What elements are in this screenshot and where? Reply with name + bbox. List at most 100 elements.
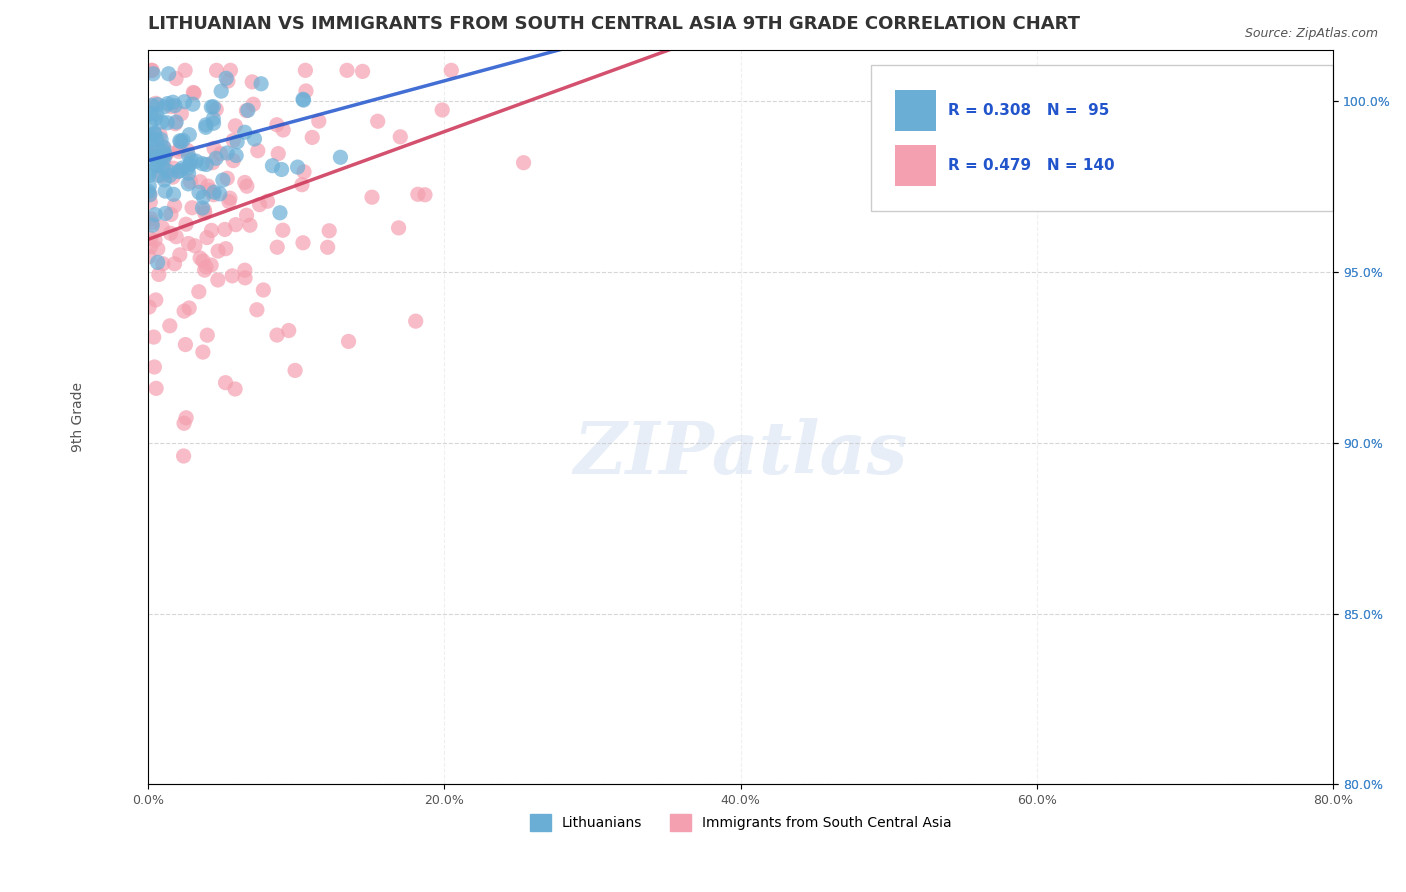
Lithuanians: [155, 206, 177, 220]
Lithuanians: [179, 128, 201, 142]
Lithuanians: [162, 187, 184, 202]
Immigrants from South Central Asia: [155, 149, 177, 163]
Lithuanians: [165, 115, 187, 129]
Lithuanians: [156, 116, 179, 130]
Immigrants from South Central Asia: [148, 268, 170, 282]
Immigrants from South Central Asia: [217, 74, 239, 88]
Immigrants from South Central Asia: [367, 114, 389, 128]
Immigrants from South Central Asia: [205, 63, 228, 78]
Immigrants from South Central Asia: [512, 155, 534, 169]
Lithuanians: [155, 147, 177, 161]
Immigrants from South Central Asia: [388, 220, 411, 235]
Bar: [894, 90, 936, 130]
Immigrants from South Central Asia: [152, 156, 174, 170]
Immigrants from South Central Asia: [235, 103, 257, 118]
Lithuanians: [243, 132, 266, 146]
Lithuanians: [138, 179, 160, 194]
Lithuanians: [205, 151, 228, 165]
Lithuanians: [139, 107, 162, 121]
Lithuanians: [236, 103, 259, 118]
Immigrants from South Central Asia: [246, 302, 269, 317]
Immigrants from South Central Asia: [165, 229, 187, 244]
Immigrants from South Central Asia: [194, 263, 217, 277]
Immigrants from South Central Asia: [159, 227, 181, 241]
Lithuanians: [184, 154, 207, 169]
Lithuanians: [143, 126, 166, 140]
Immigrants from South Central Asia: [295, 84, 318, 98]
Lithuanians: [233, 125, 256, 139]
Immigrants from South Central Asia: [217, 171, 239, 186]
Immigrants from South Central Asia: [159, 318, 181, 333]
Lithuanians: [181, 97, 204, 112]
Lithuanians: [262, 159, 284, 173]
Immigrants from South Central Asia: [169, 248, 191, 262]
Immigrants from South Central Asia: [242, 97, 264, 112]
Immigrants from South Central Asia: [284, 363, 307, 377]
Immigrants from South Central Asia: [292, 235, 315, 250]
Immigrants from South Central Asia: [139, 195, 162, 210]
Lithuanians: [202, 116, 225, 130]
Immigrants from South Central Asia: [176, 144, 198, 158]
Lithuanians: [153, 100, 176, 114]
Lithuanians: [157, 164, 180, 178]
Immigrants from South Central Asia: [187, 285, 209, 299]
Immigrants from South Central Asia: [224, 382, 246, 396]
Immigrants from South Central Asia: [224, 119, 246, 133]
Immigrants from South Central Asia: [191, 253, 214, 268]
Lithuanians: [146, 158, 169, 172]
Lithuanians: [167, 164, 190, 178]
Lithuanians: [269, 206, 291, 220]
Immigrants from South Central Asia: [165, 71, 187, 86]
Immigrants from South Central Asia: [142, 330, 165, 344]
Immigrants from South Central Asia: [163, 199, 186, 213]
Immigrants from South Central Asia: [146, 242, 169, 256]
Lithuanians: [194, 120, 217, 135]
Immigrants from South Central Asia: [301, 130, 323, 145]
Immigrants from South Central Asia: [246, 144, 269, 158]
Immigrants from South Central Asia: [152, 148, 174, 162]
Immigrants from South Central Asia: [145, 293, 167, 307]
Lithuanians: [157, 67, 180, 81]
Immigrants from South Central Asia: [138, 250, 160, 264]
Immigrants from South Central Asia: [184, 239, 207, 253]
Immigrants from South Central Asia: [160, 100, 183, 114]
Immigrants from South Central Asia: [163, 257, 186, 271]
Lithuanians: [215, 71, 238, 86]
Lithuanians: [142, 145, 165, 160]
Lithuanians: [179, 157, 201, 171]
Lithuanians: [177, 148, 200, 162]
Lithuanians: [143, 208, 166, 222]
Immigrants from South Central Asia: [191, 345, 214, 359]
Lithuanians: [200, 100, 222, 114]
Immigrants from South Central Asia: [207, 244, 229, 258]
Lithuanians: [177, 177, 200, 191]
Immigrants from South Central Asia: [198, 183, 221, 197]
Immigrants from South Central Asia: [139, 231, 162, 245]
Immigrants from South Central Asia: [277, 324, 299, 338]
Lithuanians: [143, 127, 166, 141]
Immigrants from South Central Asia: [174, 63, 197, 78]
Immigrants from South Central Asia: [352, 64, 374, 78]
Immigrants from South Central Asia: [162, 170, 184, 185]
Immigrants from South Central Asia: [271, 123, 294, 137]
Lithuanians: [169, 134, 191, 148]
Immigrants from South Central Asia: [145, 381, 167, 395]
Lithuanians: [142, 149, 165, 163]
Lithuanians: [226, 135, 249, 149]
Immigrants from South Central Asia: [413, 187, 436, 202]
Immigrants from South Central Asia: [440, 63, 463, 78]
FancyBboxPatch shape: [870, 64, 1333, 211]
Immigrants from South Central Asia: [240, 75, 263, 89]
Lithuanians: [150, 115, 173, 129]
Lithuanians: [141, 218, 163, 232]
Immigrants from South Central Asia: [214, 222, 236, 236]
Immigrants from South Central Asia: [139, 211, 162, 226]
Lithuanians: [292, 92, 315, 106]
Lithuanians: [146, 153, 169, 167]
Lithuanians: [209, 84, 232, 98]
Immigrants from South Central Asia: [173, 449, 195, 463]
Immigrants from South Central Asia: [197, 179, 219, 194]
Immigrants from South Central Asia: [361, 190, 384, 204]
Lithuanians: [148, 169, 170, 183]
Lithuanians: [212, 173, 235, 187]
